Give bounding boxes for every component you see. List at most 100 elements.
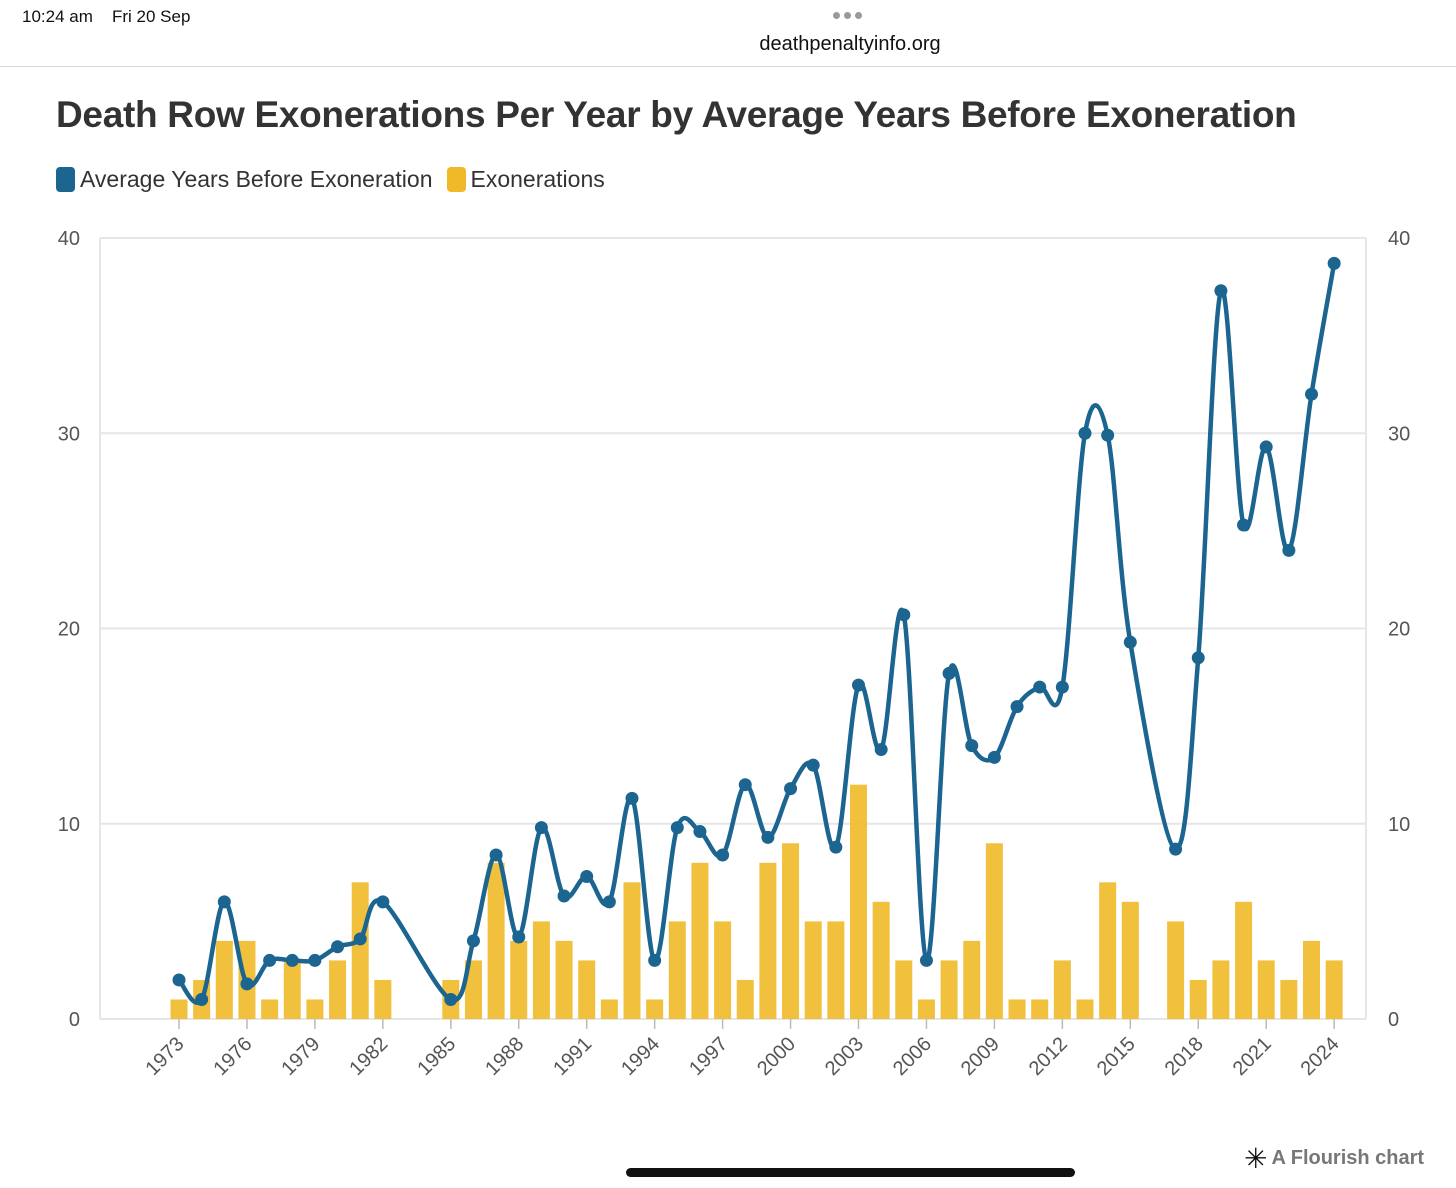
- point-avg-years: [466, 934, 480, 948]
- bar-exonerations: [623, 882, 641, 1019]
- point-avg-years: [852, 678, 865, 692]
- bar-exonerations: [487, 862, 505, 1019]
- status-time: 10:24 am: [22, 7, 93, 26]
- y-tick-label-right: 20: [1388, 619, 1410, 641]
- point-avg-years: [874, 743, 888, 757]
- point-avg-years: [919, 953, 933, 967]
- point-avg-years: [1010, 700, 1024, 714]
- grid-lines: [100, 237, 1366, 1020]
- x-tick-label: 2009: [957, 1033, 1004, 1080]
- bar-exonerations: [1099, 882, 1117, 1019]
- bar-exonerations: [963, 940, 981, 1019]
- bar-exonerations: [759, 862, 777, 1019]
- point-avg-years: [353, 932, 367, 946]
- point-avg-years: [512, 930, 526, 944]
- point-avg-years: [1033, 680, 1047, 694]
- x-tick-label: 2015: [1093, 1033, 1140, 1080]
- y-tick-label-left: 40: [58, 228, 80, 250]
- y-tick-label-right: 30: [1388, 423, 1410, 445]
- bar-exonerations: [215, 940, 233, 1019]
- y-tick-label-right: 40: [1388, 228, 1410, 250]
- axes: 0 0 10 10 20 20 30 30 40 40 1973 1976 1979 1982 1985 19…: [58, 228, 1411, 1080]
- bar-exonerations: [985, 843, 1003, 1019]
- legend-label-line: Average Years Before Exoneration: [80, 166, 433, 192]
- chart-legend: Average Years Before Exoneration Exonera…: [56, 166, 619, 193]
- point-avg-years: [557, 889, 571, 903]
- bar-exonerations: [1280, 979, 1298, 1019]
- bar-exonerations: [917, 999, 935, 1019]
- point-avg-years: [761, 830, 775, 844]
- bar-exonerations: [578, 960, 596, 1019]
- bar-exonerations: [1053, 960, 1071, 1019]
- home-indicator[interactable]: [626, 1168, 1075, 1177]
- x-tick-label: 1982: [345, 1033, 392, 1080]
- point-avg-years: [217, 895, 231, 909]
- x-tick-label: 1973: [142, 1033, 189, 1080]
- address-bar-url[interactable]: deathpenaltyinfo.org: [759, 33, 941, 55]
- point-avg-years: [1078, 426, 1092, 440]
- point-avg-years: [942, 666, 956, 680]
- y-tick-label-right: 0: [1388, 1009, 1399, 1031]
- bar-exonerations: [1325, 960, 1343, 1019]
- x-tick-label: 2003: [821, 1033, 868, 1080]
- flourish-credit[interactable]: ✳ A Flourish chart: [1244, 1144, 1424, 1172]
- bar-exonerations: [283, 960, 301, 1019]
- x-tick-label: 1997: [685, 1033, 732, 1080]
- bar-exonerations: [1257, 960, 1275, 1019]
- point-avg-years: [1305, 387, 1318, 401]
- point-avg-years: [489, 848, 503, 862]
- bar-exonerations: [1008, 999, 1026, 1019]
- x-tick-label: 1988: [481, 1033, 528, 1080]
- y-tick-label-left: 0: [69, 1009, 80, 1031]
- point-avg-years: [716, 848, 730, 862]
- point-avg-years: [897, 608, 911, 622]
- bar-exonerations: [1167, 921, 1185, 1019]
- bar-exonerations: [668, 921, 686, 1019]
- point-avg-years: [738, 778, 752, 792]
- x-tick-label: 1994: [617, 1033, 664, 1080]
- point-avg-years: [693, 825, 707, 839]
- status-date: Fri 20 Sep: [112, 7, 191, 26]
- x-tick-label: 2024: [1297, 1033, 1344, 1080]
- point-avg-years: [1169, 842, 1183, 856]
- point-avg-years: [829, 840, 843, 854]
- x-tick-label: 2018: [1161, 1033, 1208, 1080]
- bar-exonerations: [532, 921, 550, 1019]
- point-avg-years: [1101, 428, 1115, 442]
- bar-exonerations: [464, 960, 482, 1019]
- point-avg-years: [965, 739, 979, 753]
- x-tick-label: 2012: [1025, 1033, 1072, 1080]
- point-avg-years: [195, 992, 209, 1006]
- bar-exonerations: [714, 921, 732, 1019]
- bar-exonerations: [1303, 940, 1320, 1019]
- point-avg-years: [1259, 440, 1273, 454]
- bar-exonerations: [1121, 901, 1139, 1019]
- bar-exonerations: [351, 882, 369, 1019]
- more-dots-icon[interactable]: [833, 12, 862, 19]
- legend-swatch-bar: [446, 167, 466, 192]
- bar-exonerations: [782, 843, 800, 1019]
- x-tick-label: 1976: [209, 1033, 256, 1080]
- point-avg-years: [285, 953, 299, 967]
- point-avg-years: [602, 895, 616, 909]
- point-avg-years: [1237, 518, 1251, 532]
- bar-exonerations: [329, 960, 347, 1019]
- x-tick-label: 2021: [1229, 1033, 1276, 1080]
- point-avg-years: [308, 953, 322, 967]
- legend-item-line[interactable]: Average Years Before Exoneration: [56, 166, 433, 193]
- status-bar: 10:24 am Fri 20 Sep deathpenaltyinfo.org: [0, 0, 1456, 67]
- point-avg-years: [1123, 635, 1137, 649]
- legend-item-bar[interactable]: Exonerations: [446, 166, 605, 193]
- point-avg-years: [331, 940, 345, 954]
- bar-exonerations: [1212, 960, 1230, 1019]
- bar-exonerations: [555, 940, 573, 1019]
- point-avg-years: [1055, 680, 1069, 694]
- bar-exonerations: [872, 901, 890, 1019]
- bar-exonerations: [827, 921, 845, 1019]
- line-series: [172, 256, 1341, 1006]
- point-avg-years: [172, 973, 186, 987]
- bar-exonerations: [1076, 999, 1094, 1019]
- point-avg-years: [1327, 256, 1341, 270]
- bar-exonerations: [306, 999, 324, 1019]
